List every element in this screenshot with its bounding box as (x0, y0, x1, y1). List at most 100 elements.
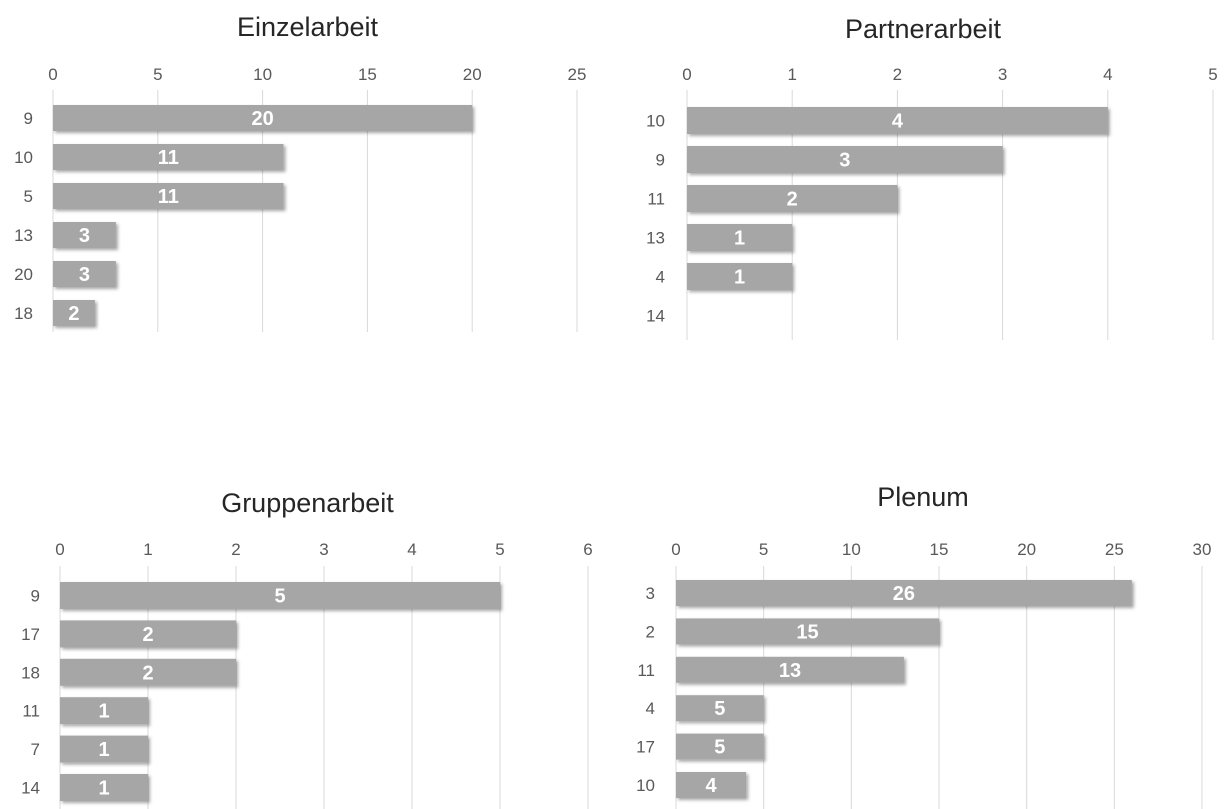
category-label: 13 (646, 229, 665, 248)
x-tick-label: 20 (463, 65, 482, 84)
category-label: 14 (21, 779, 40, 798)
chart-title: Gruppenarbeit (221, 488, 394, 518)
data-label: 11 (158, 186, 179, 208)
category-label: 11 (22, 702, 40, 721)
bar (53, 105, 473, 131)
category-label: 9 (31, 587, 40, 606)
category-label: 17 (21, 625, 40, 644)
category-label: 4 (646, 699, 655, 718)
bar (687, 263, 793, 290)
category-label: 5 (24, 187, 33, 206)
x-tick-label: 2 (893, 65, 902, 84)
x-tick-label: 0 (55, 540, 64, 559)
bar (60, 697, 148, 725)
data-label: 5 (714, 737, 725, 759)
category-label: 17 (636, 738, 655, 757)
chart-panel-gruppenarbeit: Gruppenarbeit 0 1 2 3 4 5 6 9 5 17 2 18 2 11 1 7 1 14 1 (0, 400, 615, 809)
x-tick-label: 5 (1208, 65, 1217, 84)
chart-title: Plenum (877, 482, 969, 512)
x-tick-label: 4 (1103, 65, 1112, 84)
data-label: 2 (142, 662, 153, 684)
data-label: 2 (142, 624, 153, 646)
category-label: 7 (31, 740, 40, 759)
data-label: 2 (68, 303, 79, 325)
data-label: 26 (893, 583, 915, 605)
data-label: 4 (706, 775, 718, 797)
bar (53, 144, 284, 170)
x-tick-label: 25 (568, 65, 587, 84)
data-label: 13 (779, 660, 801, 682)
x-tick-label: 30 (1193, 540, 1212, 559)
data-label: 1 (734, 267, 745, 289)
chart-panel-plenum: Plenum 0 5 10 15 20 25 30 3 26 2 15 11 13 4 5 17 5 10 4 (615, 400, 1231, 809)
x-tick-label: 10 (842, 540, 861, 559)
bar (60, 582, 500, 609)
category-label: 18 (14, 304, 33, 323)
x-tick-label: 2 (231, 540, 240, 559)
bar (676, 618, 939, 645)
chart-title: Einzelarbeit (236, 12, 379, 42)
bar (676, 656, 904, 683)
category-label: 4 (656, 268, 665, 287)
bar (676, 580, 1132, 606)
data-label: 4 (892, 111, 904, 133)
data-label: 3 (79, 264, 90, 286)
category-label: 10 (14, 148, 33, 167)
data-label: 1 (734, 228, 745, 250)
category-label: 9 (24, 109, 33, 128)
category-label: 18 (21, 663, 40, 682)
category-label: 20 (14, 265, 33, 284)
bar (60, 774, 148, 801)
bar (53, 222, 116, 248)
category-label: 3 (646, 584, 655, 603)
data-label: 1 (98, 778, 109, 800)
data-label: 5 (714, 698, 725, 720)
x-tick-label: 10 (253, 65, 272, 84)
bar (687, 146, 1003, 173)
bar-chart: 0 5 10 15 20 25 9 20 10 11 5 11 13 3 20 3 18 2 (14, 65, 587, 332)
x-tick-label: 15 (930, 540, 949, 559)
category-label: 13 (14, 226, 33, 245)
x-tick-label: 3 (319, 540, 328, 559)
x-tick-label: 5 (759, 540, 768, 559)
category-label: 11 (647, 190, 665, 209)
x-tick-label: 15 (358, 65, 377, 84)
x-tick-label: 5 (495, 540, 504, 559)
chart-title: Partnerarbeit (844, 14, 1002, 44)
bar (53, 183, 284, 209)
data-label: 1 (98, 701, 109, 723)
category-label: 10 (636, 776, 655, 795)
x-tick-label: 5 (153, 65, 162, 84)
bar (676, 733, 764, 760)
bar-chart: 0 1 2 3 4 5 69 517 218 211 17 114 1 (21, 540, 593, 809)
data-label: 5 (274, 586, 285, 608)
category-label: 14 (646, 307, 665, 326)
bar (53, 300, 95, 326)
data-label: 20 (251, 108, 273, 130)
data-label: 15 (796, 621, 818, 643)
category-label: 10 (646, 112, 665, 131)
bar (687, 224, 793, 251)
category-label: 2 (646, 622, 655, 641)
bar (676, 772, 747, 798)
x-tick-label: 0 (682, 65, 691, 84)
x-tick-label: 6 (583, 540, 592, 559)
x-tick-label: 3 (998, 65, 1007, 84)
bar-chart: 0 1 2 3 4 510 49 311 213 14 114 (646, 65, 1218, 340)
chart-panel-partnerarbeit: Partnerarbeit 0 1 2 3 4 5 10 4 9 3 11 2 13 1 4 1 14 (615, 0, 1231, 400)
x-tick-label: 1 (143, 540, 152, 559)
category-label: 9 (656, 151, 665, 170)
x-tick-label: 0 (48, 65, 57, 84)
bar (60, 735, 148, 763)
bar (60, 658, 236, 686)
bar (60, 620, 236, 648)
data-label: 3 (839, 150, 850, 172)
x-tick-label: 25 (1105, 540, 1124, 559)
x-tick-label: 20 (1017, 540, 1036, 559)
bar-chart: 0 5 10 15 20 25 30 3 26 2 15 11 13 4 5 17 5 10 4 (636, 540, 1212, 809)
chart-panel-einzelarbeit: Einzelarbeit 0 5 10 15 20 25 9 20 10 11 5 11 13 3 20 3 1… (0, 0, 615, 400)
data-label: 11 (158, 147, 179, 169)
bar (687, 185, 898, 212)
x-tick-label: 0 (671, 540, 680, 559)
data-label: 1 (98, 739, 109, 761)
